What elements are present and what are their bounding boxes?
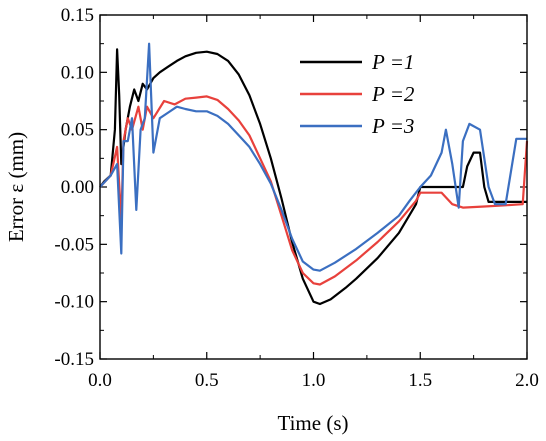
series-line-p1	[99, 48, 527, 306]
series-line-p2	[99, 95, 529, 286]
y-tick-label: 0.05	[61, 120, 94, 141]
legend: P =1 P =2 P =3	[300, 50, 415, 138]
legend-label-p1: P =1	[371, 50, 414, 74]
y-tick-label: 0.10	[61, 62, 94, 83]
x-tick-label: 0.0	[88, 370, 112, 391]
x-tick-label: 2.0	[515, 370, 539, 391]
legend-label-p3: P =3	[371, 114, 414, 138]
x-tick-label: 0.5	[195, 370, 219, 391]
y-tick-label: 0.00	[61, 177, 94, 198]
y-tick-label: -0.10	[54, 292, 94, 313]
x-tick-label: 1.5	[408, 370, 432, 391]
series-line-p3	[99, 42, 527, 272]
x-axis-label: Time (s)	[278, 411, 349, 435]
y-tick-label: -0.05	[54, 234, 94, 255]
y-axis-label: Error ε (mm)	[4, 132, 28, 242]
y-tick-label: 0.15	[61, 5, 94, 26]
series-layer	[99, 42, 529, 306]
tick-labels: 0.0 0.5 1.0 1.5 2.0 0.15 0.10 0.05 0.00 -0.05 -0.1…	[54, 5, 538, 391]
legend-label-p2: P =2	[371, 82, 415, 106]
plot-frame	[99, 14, 528, 360]
y-tick-label: -0.15	[54, 349, 94, 370]
x-tick-label: 1.0	[302, 370, 326, 391]
